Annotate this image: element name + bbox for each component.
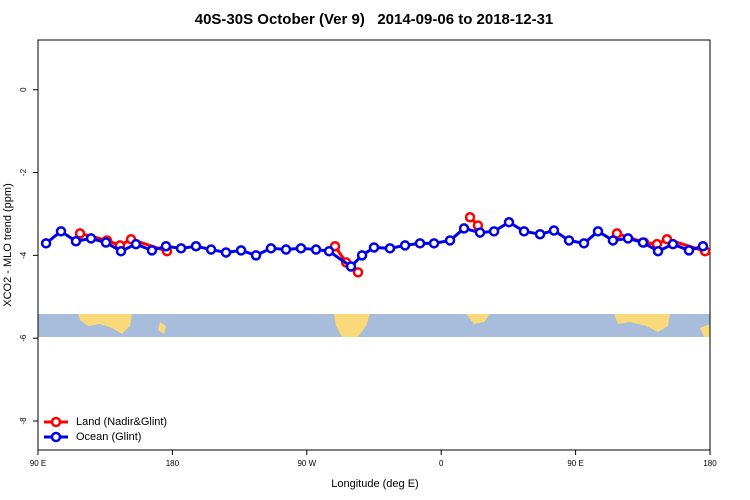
x-tick-label: 90 E [30, 459, 46, 468]
y-tick-label: -8 [19, 417, 28, 425]
legend-marker [50, 431, 62, 443]
point [534, 228, 546, 240]
legend-marker [50, 416, 62, 428]
point [697, 240, 709, 252]
point [130, 238, 142, 250]
point [683, 245, 695, 256]
point [637, 237, 649, 248]
point [160, 240, 172, 252]
point [55, 226, 67, 237]
point [74, 228, 86, 239]
point [428, 238, 440, 249]
point [667, 238, 679, 250]
point [563, 235, 575, 246]
point [578, 238, 590, 249]
point [592, 226, 604, 237]
point [352, 267, 364, 278]
point [310, 244, 322, 255]
point [190, 240, 202, 252]
point [220, 247, 232, 258]
point [414, 238, 426, 249]
point [235, 245, 247, 256]
x-tick-label: 180 [703, 459, 717, 468]
point [474, 227, 486, 238]
point [548, 225, 560, 236]
x-tick-label: 90 W [297, 459, 316, 468]
point [384, 243, 396, 254]
legend-label: Land (Nadir&Glint) [76, 416, 167, 428]
x-tick-label: 90 E [567, 459, 583, 468]
point [295, 243, 307, 254]
y-axis-label: XCO2 - MLO trend (ppm) [2, 183, 14, 306]
point [70, 236, 82, 247]
x-axis-label: Longitude (deg E) [331, 478, 418, 490]
point [607, 235, 619, 246]
point [250, 250, 262, 261]
point [100, 237, 112, 248]
point [652, 245, 664, 257]
point [146, 245, 158, 256]
point [464, 212, 476, 223]
y-tick-label: -6 [19, 334, 28, 342]
point [503, 216, 515, 228]
point [622, 233, 634, 244]
point [356, 250, 368, 261]
chart-title: 40S-30S October (Ver 9) 2014-09-06 to 20… [195, 11, 554, 28]
point [205, 244, 217, 255]
point [280, 244, 292, 255]
y-tick-label: -2 [19, 168, 28, 176]
point [488, 226, 500, 237]
point [115, 245, 127, 257]
y-tick-label: 0 [19, 87, 28, 92]
point [518, 226, 530, 237]
point [323, 245, 335, 257]
point [175, 243, 187, 254]
point [85, 233, 97, 244]
x-tick-label: 180 [166, 459, 180, 468]
x-tick-label: 0 [439, 459, 444, 468]
point [345, 261, 357, 272]
plot-frame [37, 39, 711, 451]
point [399, 240, 411, 251]
point [40, 238, 52, 249]
point [444, 235, 456, 246]
point [368, 242, 380, 253]
point [458, 223, 470, 234]
map-strip [38, 314, 710, 337]
y-tick-label: -4 [19, 251, 28, 259]
legend-label: Ocean (Glint) [76, 431, 141, 443]
point [265, 243, 277, 254]
